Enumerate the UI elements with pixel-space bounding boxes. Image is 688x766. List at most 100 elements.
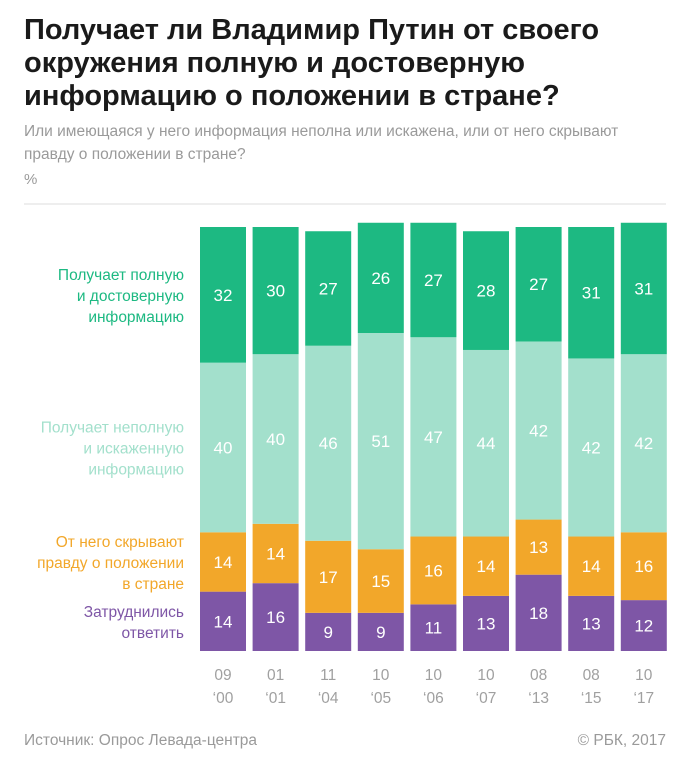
bar-value-label: 16 [424,561,443,580]
bar-value-label: 27 [529,275,548,294]
bar-undecided [305,612,352,651]
bar-value-label: 16 [634,557,653,576]
x-tick-label: ‘15 [581,690,602,707]
bar-undecided [200,591,246,651]
x-tick-label: 10 [477,667,495,684]
x-tick-label: 10 [635,667,653,684]
bar-hidden [620,532,667,601]
unit-label: % [24,171,38,188]
bar-value-label: 27 [319,279,338,298]
bar-hidden [410,536,457,605]
bar-value-label: 31 [634,279,653,298]
x-tick-label: ‘06 [423,690,444,707]
bar-undecided [252,583,299,651]
legend-label-undecided: Затруднились [84,604,184,621]
x-tick-label: ‘00 [213,690,234,707]
x-tick-label: ‘04 [318,690,339,707]
bar-value-label: 17 [319,568,338,587]
bar-value-label: 15 [371,572,390,591]
bar-full [515,227,562,342]
bar-value-label: 42 [582,438,601,457]
bar-incomplete [515,341,562,520]
bar-value-label: 14 [266,544,285,563]
bar-value-label: 42 [634,434,653,453]
x-tick-label: 01 [267,667,284,684]
bar-undecided [568,595,615,651]
x-tick-label: ‘07 [476,690,497,707]
bar-value-label: 30 [266,282,285,301]
bar-full [305,231,352,346]
bar-hidden [305,540,352,613]
bar-incomplete [252,354,299,524]
bar-hidden [252,523,299,584]
x-tick-label: 11 [320,667,336,684]
x-tick-label: ‘13 [528,690,549,707]
bar-value-label: 46 [319,434,338,453]
bar-value-label: 51 [371,432,390,451]
bar-undecided [463,595,509,651]
bar-full [200,227,246,363]
bar-value-label: 28 [477,282,496,301]
bar-hidden [568,536,615,596]
bar-hidden [357,549,404,613]
bar-undecided [357,612,404,651]
bar-incomplete [463,349,509,537]
bar-hidden [463,536,509,596]
bar-value-label: 11 [425,619,443,638]
x-tick-label: ‘17 [633,690,654,707]
bar-value-label: 14 [214,612,233,631]
bar-full [568,227,615,359]
bar-incomplete [410,337,457,537]
bar-incomplete [620,354,667,533]
x-tick-label: ‘01 [265,690,286,707]
chart-subtitle: Или имеющаяся у него информация неполна … [24,123,619,163]
bar-incomplete [357,333,404,550]
bar-value-label: 44 [477,434,496,453]
source-note: Источник: Опрос Левада-центра [24,732,258,749]
bar-full [357,222,404,333]
legend-label-incomplete: и искаженную [83,440,184,457]
x-tick-label: 08 [530,667,547,684]
legend-label-undecided: ответить [122,625,184,642]
chart-title: Получает ли Владимир Путин от своего окр… [24,14,600,112]
legend-label-full: и достоверную [77,288,184,305]
bar-value-label: 13 [582,614,601,633]
legend-label-full: информацию [88,309,184,326]
bar-value-label: 9 [323,623,332,642]
legend-label-incomplete: информацию [88,461,184,478]
bar-incomplete [200,362,246,533]
x-tick-label: 09 [214,667,231,684]
legend-label-hidden: правду о положении [37,555,184,572]
bar-value-label: 18 [529,604,548,623]
bar-value-label: 47 [424,428,443,447]
legend-label-hidden: От него скрывают [56,534,184,551]
bar-value-label: 14 [214,553,233,572]
bar-full [463,231,509,350]
legend-label-hidden: в стране [122,576,184,593]
bar-value-label: 40 [266,430,285,449]
x-tick-label: 10 [425,667,443,684]
bar-value-label: 9 [376,623,385,642]
bar-hidden [200,532,246,592]
bar-value-label: 13 [477,614,496,633]
copyright-note: © РБК, 2017 [577,732,666,749]
bar-value-label: 16 [266,608,285,627]
bar-undecided [515,574,562,651]
bar-value-label: 14 [477,557,496,576]
bar-value-label: 14 [582,557,601,576]
legend-label-incomplete: Получает неполную [41,419,184,436]
x-tick-label: 08 [583,667,600,684]
bar-undecided [620,600,667,651]
bar-incomplete [568,358,615,537]
bar-value-label: 27 [424,271,443,290]
legend-label-full: Получает полную [58,267,184,284]
bar-value-label: 12 [634,617,653,636]
bar-undecided [410,604,457,651]
bar-value-label: 40 [214,438,233,457]
bar-value-label: 26 [371,269,390,288]
bar-full [620,222,667,355]
bar-full [252,227,299,355]
bar-value-label: 32 [214,286,233,305]
bar-full [410,222,457,338]
